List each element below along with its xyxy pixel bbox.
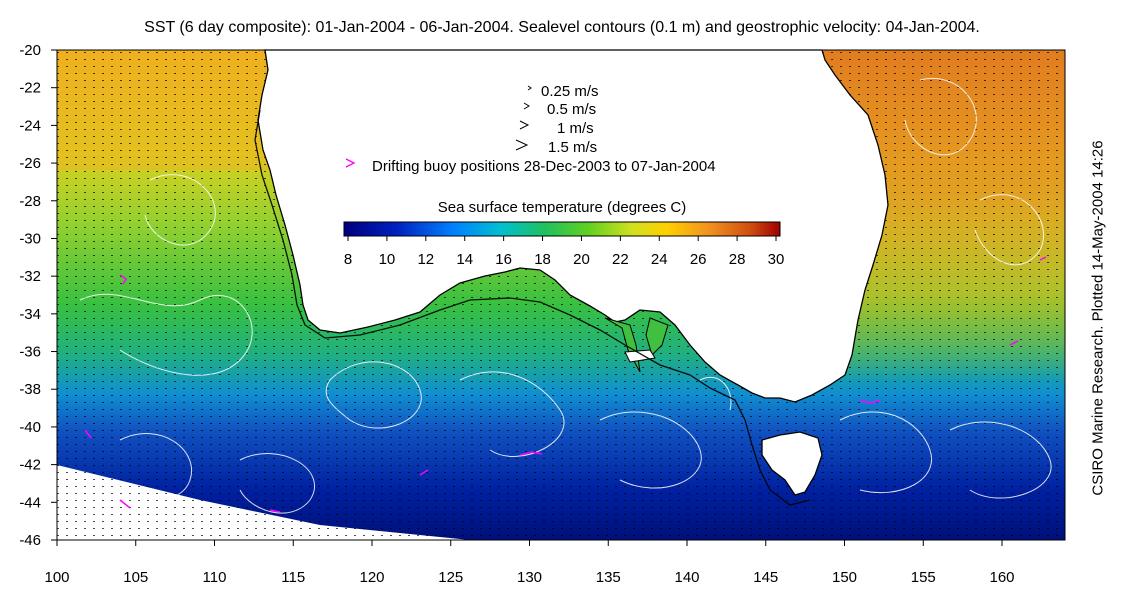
colorbar-tick-label: 20 [573, 251, 590, 268]
x-tick-label: 120 [359, 569, 384, 586]
colorbar-tick-label: 8 [344, 251, 352, 268]
tasmania-land [761, 431, 823, 496]
colorbar-title: Sea surface temperature (degrees C) [438, 199, 686, 216]
x-tick-label: 135 [596, 569, 621, 586]
colorbar-tick-label: 26 [690, 251, 707, 268]
x-tick-label: 130 [517, 569, 542, 586]
y-tick-label: -46 [19, 532, 41, 549]
colorbar-tick-label: 14 [456, 251, 473, 268]
x-tick-label: 140 [674, 569, 699, 586]
buoy-tracks [84, 256, 1047, 513]
x-tick-label: 115 [281, 569, 305, 586]
vector-key-0: 0.25 m/s [527, 83, 599, 100]
x-axis: 100 105 110 115 120 125 130 135 140 145 150 155 160 [44, 540, 1015, 586]
vector-key-label: 1 m/s [557, 120, 594, 137]
y-tick-label: -24 [19, 117, 41, 134]
y-tick-label: -26 [19, 155, 41, 172]
y-tick-label: -36 [19, 344, 41, 361]
colorbar-tick-label: 30 [768, 251, 785, 268]
sealevel-contours [79, 78, 1052, 514]
vector-key-3: 1.5 m/s [515, 139, 597, 156]
colorbar-tick-label: 24 [651, 251, 668, 268]
y-tick-label: -20 [19, 42, 41, 59]
colorbar-tick-label: 28 [729, 251, 746, 268]
vector-key-1: 0.5 m/s [523, 101, 596, 118]
y-tick-label: -22 [19, 80, 41, 97]
x-tick-label: 105 [123, 569, 148, 586]
vector-key-label: 1.5 m/s [548, 139, 597, 156]
map-title: SST (6 day composite): 01-Jan-2004 - 06-… [144, 19, 980, 36]
colorbar-tick-label: 10 [379, 251, 396, 268]
y-tick-label: -44 [19, 494, 41, 511]
colorbar-tick-label: 16 [495, 251, 512, 268]
colorbar-ramp [343, 221, 781, 237]
colorbar-ticks: 8 10 12 14 16 18 20 22 24 26 28 30 [344, 236, 785, 268]
y-tick-label: -32 [19, 268, 41, 285]
x-tick-label: 125 [438, 569, 463, 586]
y-tick-label: -28 [19, 193, 41, 210]
colorbar-tick-label: 12 [417, 251, 434, 268]
plot-frame [56, 49, 1066, 541]
vector-key-label: 0.25 m/s [541, 83, 599, 100]
shelf-contour [254, 109, 811, 506]
x-tick-label: 110 [203, 569, 227, 586]
sst-colorbar: Sea surface temperature (degrees C) 8 10 1… [343, 199, 785, 268]
x-tick-label: 100 [44, 569, 69, 586]
velocity-legend: 0.25 m/s 0.5 m/s 1 m/s 1.5 m/s Drifting … [345, 83, 716, 175]
y-tick-label: -34 [19, 306, 41, 323]
y-axis: -20 -22 -24 -26 -28 -30 -32 -34 -36 -38 -40 -42 -44 -… [19, 42, 57, 549]
y-tick-label: -42 [19, 457, 41, 474]
vector-key-2: 1 m/s [519, 120, 594, 137]
y-tick-label: -40 [19, 419, 41, 436]
y-tick-label: -38 [19, 381, 41, 398]
buoy-key: Drifting buoy positions 28-Dec-2003 to 0… [345, 158, 716, 175]
vector-key-label: 0.5 m/s [547, 101, 596, 118]
y-tick-label: -30 [19, 230, 41, 247]
colorbar-tick-label: 18 [534, 251, 551, 268]
colorbar-tick-label: 22 [612, 251, 629, 268]
x-tick-label: 160 [989, 569, 1014, 586]
buoy-key-label: Drifting buoy positions 28-Dec-2003 to 0… [372, 158, 716, 175]
x-tick-label: 155 [911, 569, 936, 586]
x-tick-label: 150 [832, 569, 857, 586]
x-tick-label: 145 [753, 569, 778, 586]
